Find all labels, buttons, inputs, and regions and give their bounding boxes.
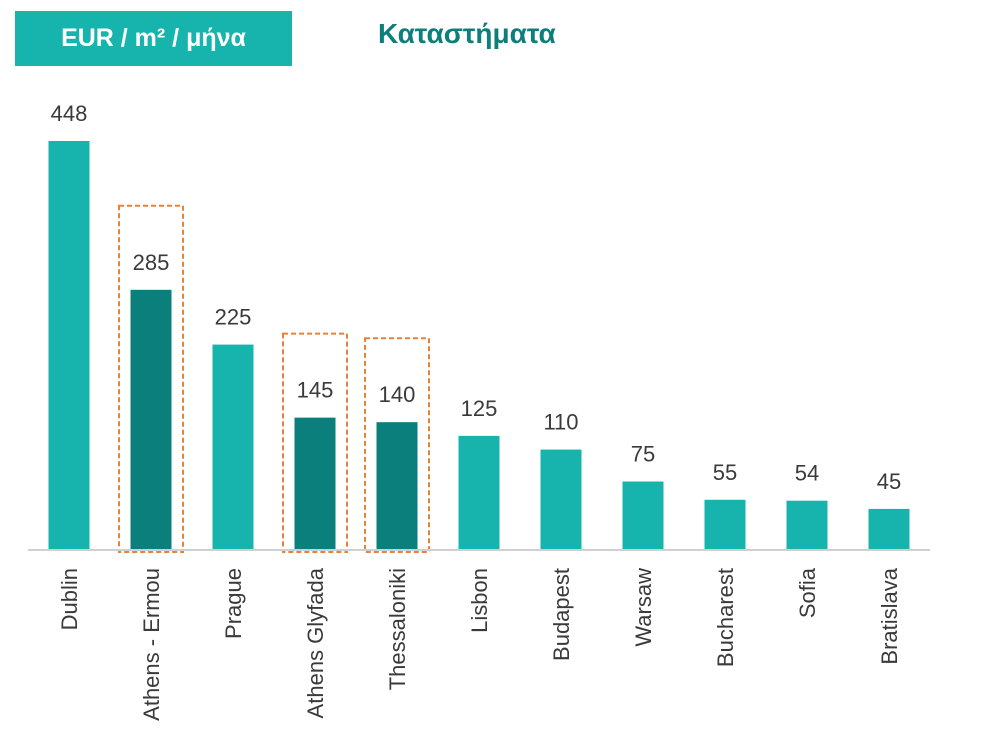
bar-bratislava: [868, 508, 910, 550]
chart-title: Καταστήματα: [378, 18, 556, 49]
bar-bucharest: [704, 499, 746, 550]
category-label-bucharest: Bucharest: [713, 568, 738, 667]
category-label-dublin: Dublin: [57, 568, 82, 630]
value-label-athens-glyfada: 145: [297, 378, 334, 403]
category-label-athens-ermou: Athens - Ermou: [139, 568, 164, 721]
value-label-sofia: 54: [795, 461, 819, 486]
highlight-box-athens-ermou: [118, 204, 184, 553]
value-label-lisbon: 125: [461, 396, 498, 421]
category-label-prague: Prague: [221, 568, 246, 639]
value-label-prague: 225: [215, 305, 252, 330]
bar-sofia: [786, 500, 828, 550]
bar-lisbon: [458, 435, 500, 550]
value-label-dublin: 448: [51, 101, 88, 126]
value-labels: 448 285 225 145 140 125 110 75 55 54 45: [51, 101, 902, 494]
bar-warsaw: [622, 481, 664, 550]
category-label-athens-glyfada: Athens Glyfada: [303, 567, 328, 718]
bars: [48, 141, 910, 550]
highlight-box-athens-glyfada: [282, 332, 348, 553]
category-labels: Dublin Athens - Ermou Prague Athens Glyfada…: [57, 567, 902, 721]
bar-budapest: [540, 449, 582, 550]
value-label-warsaw: 75: [631, 442, 655, 467]
bar-athens-glyfada: [294, 417, 336, 550]
value-label-budapest: 110: [543, 410, 578, 435]
value-label-bucharest: 55: [713, 460, 737, 485]
category-label-warsaw: Warsaw: [631, 568, 656, 647]
highlight-box-thessaloniki: [364, 337, 430, 553]
value-label-bratislava: 45: [877, 469, 901, 494]
value-label-thessaloniki: 140: [379, 382, 416, 407]
category-label-thessaloniki: Thessaloniki: [385, 568, 410, 690]
category-label-sofia: Sofia: [795, 567, 820, 618]
bar-dublin: [48, 141, 90, 550]
bar-thessaloniki: [376, 422, 418, 550]
category-label-budapest: Budapest: [549, 568, 574, 661]
bar-athens-ermou: [130, 289, 172, 550]
value-label-athens-ermou: 285: [133, 250, 170, 275]
unit-badge: EUR / m² / μήνα: [15, 11, 292, 66]
bar-prague: [212, 344, 254, 550]
highlight-boxes: [118, 204, 430, 553]
category-label-bratislava: Bratislava: [877, 567, 902, 664]
category-label-lisbon: Lisbon: [467, 568, 492, 633]
